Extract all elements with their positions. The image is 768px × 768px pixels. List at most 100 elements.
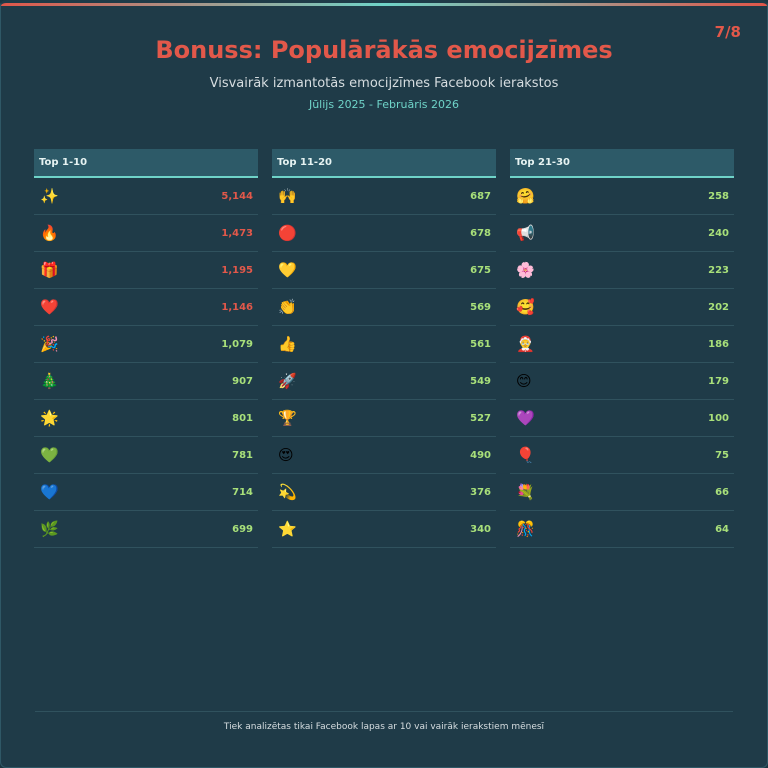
title: Bonuss: Populārākās emocijzīmes — [155, 36, 613, 64]
table-row: 👍 561 — [272, 326, 496, 363]
count: 490 — [470, 449, 491, 461]
emoji: 🥰 — [516, 298, 535, 316]
table-row: 🎊 64 — [510, 511, 734, 548]
table-row: 🥰 202 — [510, 289, 734, 326]
table-row: 📢 240 — [510, 215, 734, 252]
count: 907 — [232, 375, 253, 387]
subtitle: Visvairāk izmantotās emocijzīmes Faceboo… — [209, 76, 559, 91]
count: 376 — [470, 486, 491, 498]
count: 240 — [708, 227, 729, 239]
footer: Tiek analizētas tikai Facebook lapas ar … — [223, 722, 545, 732]
table-row: 💛 675 — [272, 252, 496, 289]
column-body: 🙌 687 🔴 678 💛 675 👏 569 👍 561 🚀 549 🏆 527 😍 490 💫 376 ⭐ 340 — [272, 178, 496, 548]
emoji: 💚 — [40, 446, 59, 464]
top-bar — [1, 3, 767, 6]
count: 258 — [708, 190, 729, 202]
table-row: 👏 569 — [272, 289, 496, 326]
count: 179 — [708, 375, 729, 387]
count: 549 — [470, 375, 491, 387]
emoji: 🙌 — [278, 187, 297, 205]
table-row: 💚 781 — [34, 437, 258, 474]
table-row: ⭐ 340 — [272, 511, 496, 548]
emoji: 🎄 — [40, 372, 59, 390]
table-row: 🤗 258 — [510, 178, 734, 215]
emoji: 💙 — [40, 483, 59, 501]
emoji: 💜 — [516, 409, 535, 427]
emoji: 🔥 — [40, 224, 59, 242]
count: 100 — [708, 412, 729, 424]
count: 1,473 — [221, 227, 253, 239]
emoji: 🏆 — [278, 409, 297, 427]
count: 340 — [470, 523, 491, 535]
table-row: 😍 490 — [272, 437, 496, 474]
table-row: 🤶 186 — [510, 326, 734, 363]
emoji: 💛 — [278, 261, 297, 279]
emoji: 🌿 — [40, 520, 59, 538]
emoji: 🤶 — [516, 335, 535, 353]
emoji: ✨ — [40, 187, 59, 205]
page-indicator: 7/8 — [714, 23, 741, 41]
column-header: Top 11-20 — [272, 149, 496, 178]
table-row: 💙 714 — [34, 474, 258, 511]
table-row: 🙌 687 — [272, 178, 496, 215]
column-body: ✨ 5,144 🔥 1,473 🎁 1,195 ❤️ 1,146 🎉 1,079 🎄 907 🌟 801 💚… — [34, 178, 258, 548]
count: 527 — [470, 412, 491, 424]
column-header: Top 21-30 — [510, 149, 734, 178]
date-range: Jūlijs 2025 - Februāris 2026 — [308, 98, 460, 111]
count: 202 — [708, 301, 729, 313]
column-body: 🤗 258 📢 240 🌸 223 🥰 202 🤶 186 😊 179 💜 100 🎈 75 💐 66 🎊 64 — [510, 178, 734, 548]
count: 5,144 — [221, 190, 253, 202]
emoji: ❤️ — [40, 298, 59, 316]
count: 64 — [715, 523, 729, 535]
emoji: 🤗 — [516, 187, 535, 205]
emoji: 💐 — [516, 483, 535, 501]
table-column: Top 11-20 🙌 687 🔴 678 💛 675 👏 569 👍 561 🚀 549 🏆 527 😍 49… — [272, 149, 496, 548]
count: 186 — [708, 338, 729, 350]
table-row: 🔴 678 — [272, 215, 496, 252]
count: 1,079 — [221, 338, 253, 350]
count: 675 — [470, 264, 491, 276]
table-row: 🚀 549 — [272, 363, 496, 400]
table-row: 🔥 1,473 — [34, 215, 258, 252]
table-row: 🌿 699 — [34, 511, 258, 548]
count: 801 — [232, 412, 253, 424]
count: 569 — [470, 301, 491, 313]
count: 1,195 — [221, 264, 253, 276]
count: 678 — [470, 227, 491, 239]
table-column: Top 21-30 🤗 258 📢 240 🌸 223 🥰 202 🤶 186 😊 179 💜 100 🎈 75… — [510, 149, 734, 548]
count: 223 — [708, 264, 729, 276]
count: 699 — [232, 523, 253, 535]
emoji: 💫 — [278, 483, 297, 501]
count: 714 — [232, 486, 253, 498]
table-row: 🏆 527 — [272, 400, 496, 437]
table-row: 🎁 1,195 — [34, 252, 258, 289]
emoji: 😊 — [516, 372, 532, 390]
emoji: 😍 — [278, 446, 294, 464]
emoji: 👏 — [278, 298, 297, 316]
table-row: 💫 376 — [272, 474, 496, 511]
emoji: 🎈 — [516, 446, 535, 464]
table-column: Top 1-10 ✨ 5,144 🔥 1,473 🎁 1,195 ❤️ 1,146 🎉 1,079 🎄… — [34, 149, 258, 548]
table-row: 🎈 75 — [510, 437, 734, 474]
count: 687 — [470, 190, 491, 202]
table-row: 💜 100 — [510, 400, 734, 437]
emoji: 🌸 — [516, 261, 535, 279]
emoji: 🎉 — [40, 335, 59, 353]
table-row: 🎄 907 — [34, 363, 258, 400]
table-row: 💐 66 — [510, 474, 734, 511]
table-row: 🎉 1,079 — [34, 326, 258, 363]
footer-divider — [35, 711, 733, 712]
table-row: 🌸 223 — [510, 252, 734, 289]
table-row: 🌟 801 — [34, 400, 258, 437]
emoji: 📢 — [516, 224, 535, 242]
emoji: 🚀 — [278, 372, 297, 390]
count: 561 — [470, 338, 491, 350]
count: 1,146 — [221, 301, 253, 313]
emoji: 👍 — [278, 335, 297, 353]
table-row: ❤️ 1,146 — [34, 289, 258, 326]
table-row: 😊 179 — [510, 363, 734, 400]
emoji: 🔴 — [278, 224, 297, 242]
emoji: ⭐ — [278, 520, 297, 538]
count: 781 — [232, 449, 253, 461]
